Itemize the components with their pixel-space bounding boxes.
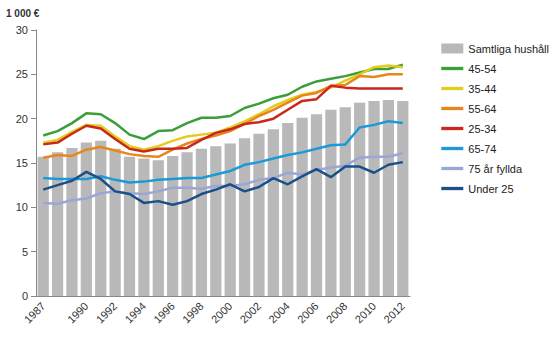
svg-text:35-44: 35-44	[468, 83, 496, 95]
svg-text:2012: 2012	[381, 300, 407, 326]
svg-text:15: 15	[16, 157, 28, 169]
svg-text:65-74: 65-74	[468, 143, 496, 155]
svg-text:75 år fyllda: 75 år fyllda	[468, 163, 523, 175]
svg-text:2000: 2000	[209, 300, 235, 326]
svg-text:10: 10	[16, 201, 28, 213]
svg-text:Under 25: Under 25	[468, 183, 513, 195]
svg-text:1994: 1994	[122, 300, 148, 326]
svg-text:2008: 2008	[324, 300, 350, 326]
svg-text:2006: 2006	[295, 300, 321, 326]
svg-text:1990: 1990	[65, 300, 91, 326]
svg-text:45-54: 45-54	[468, 63, 496, 75]
svg-text:25: 25	[16, 68, 28, 80]
svg-text:2002: 2002	[237, 300, 263, 326]
svg-text:0: 0	[22, 290, 28, 302]
svg-text:1 000 €: 1 000 €	[6, 8, 40, 19]
svg-text:1998: 1998	[180, 300, 206, 326]
svg-text:25-34: 25-34	[468, 123, 496, 135]
svg-text:5: 5	[22, 246, 28, 258]
svg-text:2004: 2004	[266, 300, 292, 326]
svg-text:1996: 1996	[151, 300, 177, 326]
svg-text:Samtliga hushåll: Samtliga hushåll	[468, 43, 549, 55]
svg-text:30: 30	[16, 24, 28, 36]
svg-text:55-64: 55-64	[468, 103, 496, 115]
svg-text:1987: 1987	[22, 300, 48, 326]
svg-text:20: 20	[16, 113, 28, 125]
svg-text:2010: 2010	[353, 300, 379, 326]
svg-text:1992: 1992	[94, 300, 120, 326]
